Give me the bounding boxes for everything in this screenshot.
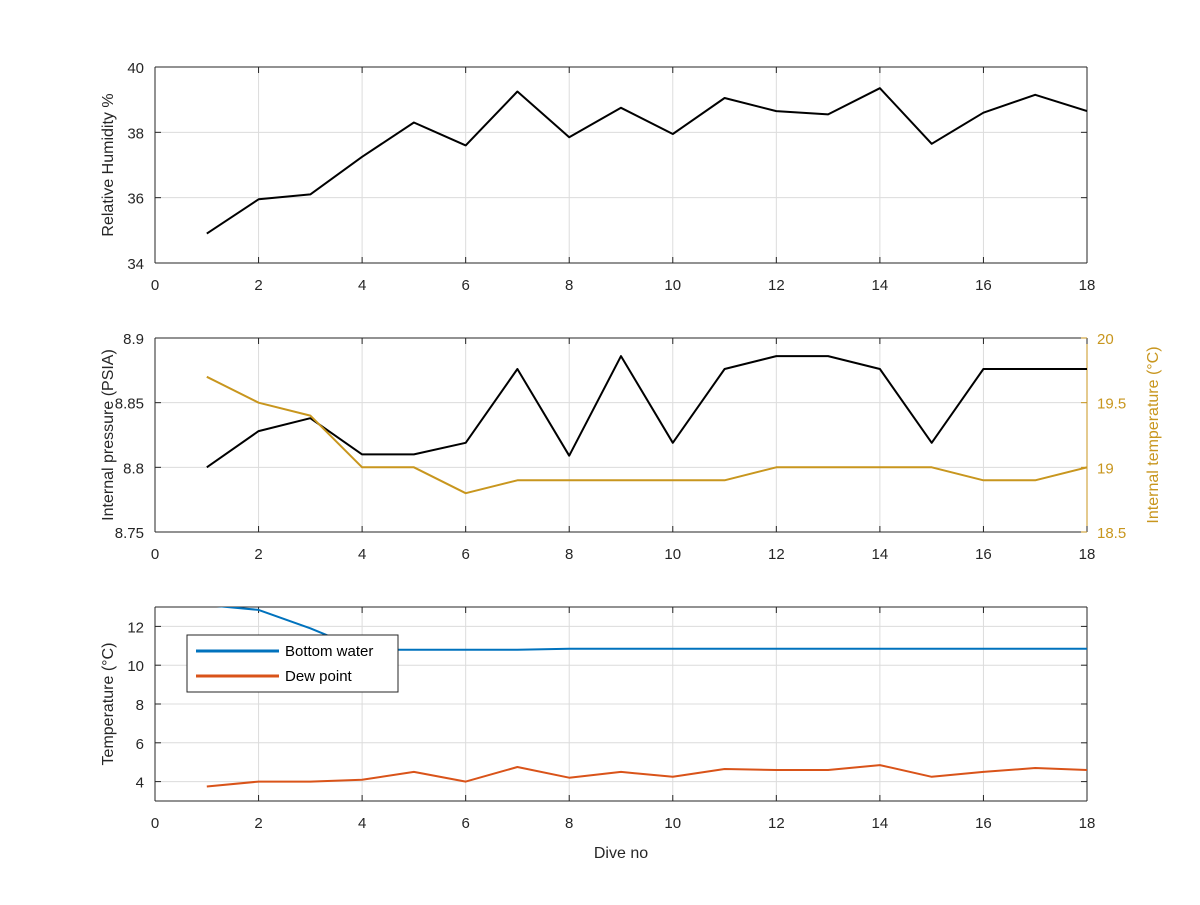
x-tick-label: 6 [461, 277, 469, 294]
dew-point-line [206, 764, 1087, 788]
x-tick-label: 2 [254, 546, 262, 563]
x-tick-label: 4 [358, 277, 366, 294]
x-tick-label: 10 [664, 546, 681, 563]
humidity-plot: 0 2 4 6 8 10 12 14 16 18 34 36 38 40 Relative Humidity… [100, 60, 1095, 294]
temperature-plot: 0 2 4 6 8 10 12 14 16 18 4 6 8 10 12 Temperature (°C) Di… [100, 606, 1096, 862]
x-tick-label: 12 [768, 277, 785, 294]
y-tick-label: 8.8 [123, 460, 144, 477]
right-y-tick-label: 19.5 [1097, 396, 1126, 413]
right-y-axis-title: Internal temperature (°C) [1145, 346, 1162, 523]
y-tick-label: 38 [127, 125, 144, 142]
x-tick-label: 4 [358, 815, 366, 832]
x-tick-label: 6 [461, 546, 469, 563]
x-tick-label: 4 [358, 546, 366, 563]
x-tick-label: 14 [872, 546, 889, 563]
y-tick-label: 10 [127, 658, 144, 675]
y-tick-label: 8.75 [115, 525, 144, 542]
x-tick-label: 18 [1079, 815, 1096, 832]
x-tick-label: 0 [151, 277, 159, 294]
x-tick-label: 8 [565, 815, 573, 832]
y-axis-title: Internal pressure (PSIA) [100, 349, 117, 521]
x-axis-title: Dive no [594, 845, 648, 862]
y-axis-title: Relative Humidity % [100, 93, 117, 236]
y-axis-title: Temperature (°C) [100, 643, 117, 766]
x-tick-label: 12 [768, 546, 785, 563]
x-tick-label: 6 [461, 815, 469, 832]
x-tick-label: 10 [664, 815, 681, 832]
internal-pressure-line [206, 355, 1087, 469]
right-y-tick-label: 20 [1097, 331, 1114, 348]
x-tick-label: 14 [872, 815, 889, 832]
y-tick-label: 4 [136, 775, 144, 792]
x-tick-label: 2 [254, 277, 262, 294]
y-tick-label: 8.85 [115, 396, 144, 413]
right-y-tick-label: 19 [1097, 460, 1114, 477]
y-tick-label: 36 [127, 191, 144, 208]
x-tick-label: 14 [872, 277, 889, 294]
x-tick-label: 18 [1079, 546, 1096, 563]
x-tick-label: 8 [565, 277, 573, 294]
legend-box [186, 634, 399, 693]
x-tick-label: 0 [151, 815, 159, 832]
y-tick-label: 12 [127, 619, 144, 636]
pressure-temperature-plot: 0 2 4 6 8 10 12 14 16 18 8.75 8.8 8.85 8.9 18.5 19 19.5 2… [100, 331, 1162, 563]
y-tick-label: 40 [127, 60, 144, 77]
x-tick-label: 18 [1079, 277, 1096, 294]
y-tick-label: 34 [127, 256, 144, 273]
x-tick-label: 0 [151, 546, 159, 563]
legend-label: Bottom water [285, 643, 373, 660]
series-group [206, 87, 1087, 235]
right-y-tick-label: 18.5 [1097, 525, 1126, 542]
relative-humidity-line [206, 87, 1087, 235]
x-tick-label: 10 [664, 277, 681, 294]
y-tick-label: 8.9 [123, 331, 144, 348]
y-tick-label: 8 [136, 697, 144, 714]
x-tick-label: 16 [975, 815, 992, 832]
legend-label: Dew point [285, 668, 353, 685]
x-tick-label: 16 [975, 277, 992, 294]
x-tick-label: 16 [975, 546, 992, 563]
x-tick-label: 12 [768, 815, 785, 832]
internal-temperature-line [206, 375, 1087, 495]
x-tick-label: 8 [565, 546, 573, 563]
series-group [206, 607, 1087, 788]
y-tick-label: 6 [136, 736, 144, 753]
x-tick-label: 2 [254, 815, 262, 832]
series-group [206, 355, 1087, 495]
